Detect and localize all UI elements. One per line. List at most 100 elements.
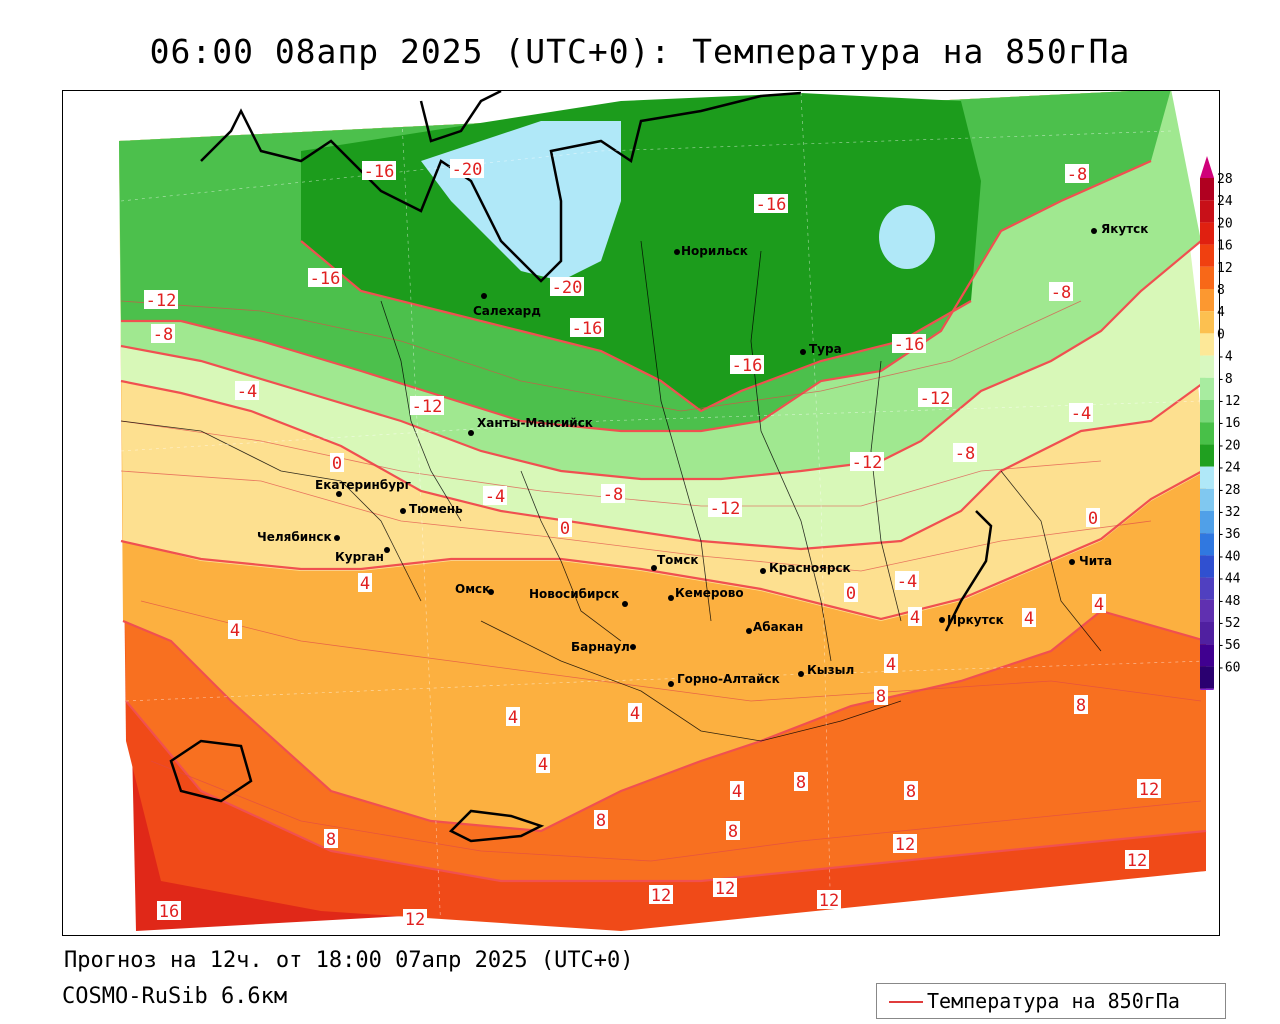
scale-swatch <box>1200 622 1214 645</box>
isotherm-label: 12 <box>1137 779 1161 800</box>
city-markers: Норильск Якутск Салехард Тура Ханты-Мансийск… <box>257 222 1148 687</box>
city-dot <box>674 249 680 255</box>
isotherm-label-text: -8 <box>955 444 975 464</box>
city[interactable]: Курган <box>335 547 390 564</box>
model-name: COSMO-RuSib 6.6км <box>62 984 288 1009</box>
isotherm-label-text: -4 <box>485 487 505 507</box>
scale-swatch <box>1200 466 1214 489</box>
city[interactable]: Салехард <box>473 293 541 318</box>
isotherm-label-text: -16 <box>732 356 763 376</box>
isotherm-label: 8 <box>904 781 918 802</box>
scale-swatch <box>1200 644 1214 667</box>
city[interactable]: Ханты-Мансийск <box>468 416 593 436</box>
city[interactable]: Тура <box>800 342 842 356</box>
scale-label: -4 <box>1217 350 1233 365</box>
city[interactable]: Барнаул <box>571 640 636 654</box>
city[interactable]: Томск <box>651 553 699 571</box>
scale-label: -32 <box>1217 505 1240 520</box>
isotherm-label-text: 4 <box>538 755 548 775</box>
isotherm-label: 4 <box>884 654 898 675</box>
scale-swatch <box>1200 555 1214 578</box>
isotherm-label-text: -20 <box>552 278 583 298</box>
city[interactable]: Иркутск <box>939 613 1004 627</box>
isotherm-label-text: 4 <box>230 621 240 641</box>
isotherm-label-text: 8 <box>876 687 886 707</box>
scale-label: -12 <box>1217 394 1240 409</box>
isotherm-label: -4 <box>483 486 507 507</box>
isotherm-label: -12 <box>708 498 742 519</box>
isotherm-label-text: 4 <box>910 608 920 628</box>
isotherm-label: -12 <box>918 388 952 409</box>
scale-swatch <box>1200 244 1214 267</box>
city-dot <box>622 601 628 607</box>
isotherm-label-text: 4 <box>630 704 640 724</box>
isotherm-label: 0 <box>844 583 858 604</box>
isotherm-label-text: 8 <box>796 773 806 793</box>
city-dot <box>1091 228 1097 234</box>
isotherm-label-text: -12 <box>146 291 177 311</box>
isotherm-label: 16 <box>157 901 181 922</box>
isotherm-label: -16 <box>730 355 764 376</box>
scale-swatch <box>1200 200 1214 223</box>
scale-label: -48 <box>1217 594 1240 609</box>
city[interactable]: Чита <box>1069 554 1112 568</box>
scale-label: 4 <box>1217 305 1225 320</box>
scale-swatch <box>1200 422 1214 445</box>
isotherm-label-text: -4 <box>237 382 257 402</box>
city-label: Томск <box>657 553 699 567</box>
city[interactable]: Кемерово <box>668 586 744 601</box>
city[interactable]: Кызыл <box>798 663 854 677</box>
city[interactable]: Горно-Алтайск <box>668 672 780 687</box>
scale-label: 16 <box>1217 239 1233 254</box>
isotherm-label: 0 <box>1086 508 1100 529</box>
scale-label: 20 <box>1217 216 1233 231</box>
city[interactable]: Якутск <box>1091 222 1148 236</box>
isotherm-label-text: 8 <box>326 830 336 850</box>
map-title: 06:00 08апр 2025 (UTC+0): Температура на… <box>149 32 1131 71</box>
admin-borders <box>120 240 1102 742</box>
city-label: Горно-Алтайск <box>677 672 780 686</box>
isotherm-label-text: -8 <box>153 325 173 345</box>
isotherm-label-text: 12 <box>895 835 915 855</box>
city-label: Омск <box>455 582 490 596</box>
city[interactable]: Екатеринбург <box>315 478 411 497</box>
isotherm-label: 4 <box>730 781 744 802</box>
isotherm-label: -20 <box>550 277 584 298</box>
city[interactable]: Челябинск <box>257 530 340 544</box>
isotherm-label: 4 <box>358 573 372 594</box>
scale-swatch <box>1200 533 1214 556</box>
isotherm-label: 4 <box>1022 608 1036 629</box>
isotherm-label: -8 <box>953 443 977 464</box>
isotherm-label-text: 12 <box>1139 780 1159 800</box>
isotherm-label-text: -16 <box>572 319 603 339</box>
city-label: Абакан <box>753 620 803 634</box>
isotherm-label: -4 <box>1069 403 1093 424</box>
isotherm-label-text: -8 <box>1051 283 1071 303</box>
scale-swatch <box>1200 289 1214 312</box>
isotherm-label-text: -4 <box>1071 404 1091 424</box>
temperature-map[interactable]: -16 -20 -16 -8 -16 -20 -12 -8 -16 -8 -16 -16 -4 -12 -1… <box>62 90 1220 936</box>
city[interactable]: Новосибирск <box>529 587 628 607</box>
scale-label: -24 <box>1217 461 1241 476</box>
city[interactable]: Норильск <box>674 244 748 258</box>
city-dot <box>668 681 674 687</box>
isotherm-label: 4 <box>536 754 550 775</box>
isotherm-label-text: 8 <box>906 782 916 802</box>
isotherm-label-text: 0 <box>846 584 856 604</box>
isotherm-label: 12 <box>713 878 737 899</box>
city-dot <box>481 293 487 299</box>
city[interactable]: Омск <box>455 582 494 596</box>
isotherm-label-text: 0 <box>332 454 342 474</box>
isotherm-label: 4 <box>628 703 642 724</box>
city[interactable]: Красноярск <box>760 561 851 575</box>
scale-swatch <box>1200 178 1214 201</box>
isotherm-label-text: -12 <box>710 499 741 519</box>
city[interactable]: Тюмень <box>400 502 463 516</box>
scale-swatch <box>1200 444 1214 467</box>
isotherm-label: -16 <box>570 318 604 339</box>
city[interactable]: Абакан <box>746 620 803 634</box>
isotherm-label-text: -16 <box>364 162 395 182</box>
scale-label: -40 <box>1217 549 1240 564</box>
iso-neg12 <box>121 159 1152 433</box>
isotherm-label: 8 <box>726 821 740 842</box>
